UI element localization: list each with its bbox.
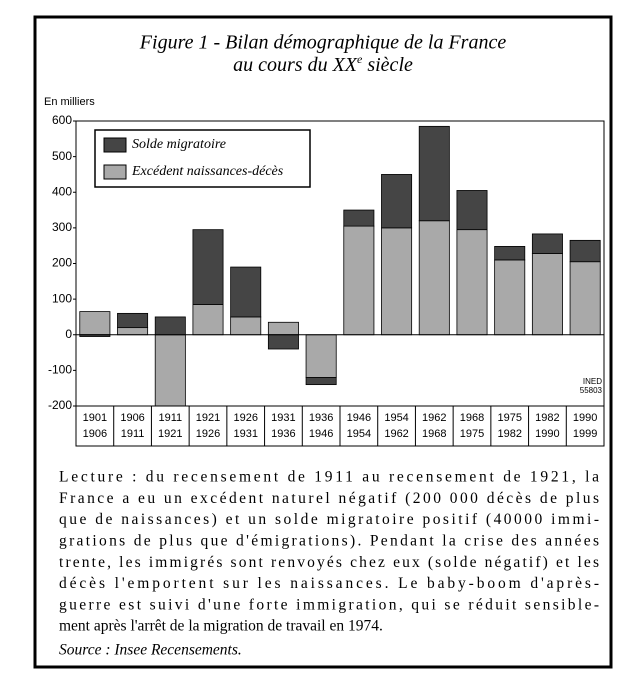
legend-label: Excédent naissances-décès <box>131 164 284 179</box>
caption-line: guerre est suivi d'une forte immigration… <box>59 596 599 613</box>
bar <box>343 209 375 227</box>
x-tick-label: 1954 <box>384 412 408 424</box>
bar <box>531 253 563 336</box>
x-tick-label: 1990 <box>535 428 559 440</box>
x-tick-label: 1906 <box>120 412 144 424</box>
caption-line: France a eu un excédent naturel négatif … <box>59 490 599 507</box>
y-tick-label: 500 <box>52 149 72 163</box>
chart-title: Figure 1 - Bilan démographique de la Fra… <box>139 32 507 54</box>
x-tick-label: 1982 <box>535 412 559 424</box>
bar <box>79 311 111 336</box>
title-sup: e <box>357 52 363 66</box>
x-tick-label: 1911 <box>121 428 145 440</box>
y-tick-label: 300 <box>52 220 72 234</box>
bar <box>230 266 262 318</box>
bar <box>531 233 563 254</box>
bar <box>381 174 413 229</box>
x-tick-label: 1911 <box>158 412 182 424</box>
y-axis-label: En milliers <box>44 96 95 108</box>
x-tick-label: 1921 <box>158 428 182 440</box>
x-tick-label: 1901 <box>83 412 107 424</box>
y-tick-label: -200 <box>48 398 72 412</box>
bar <box>456 190 488 231</box>
x-tick-label: 1946 <box>347 412 371 424</box>
x-tick-label: 1954 <box>347 428 371 440</box>
caption-line: que de naissances) et un solde migratoir… <box>59 511 599 528</box>
caption-line: décès l'emportent sur les naissances. Le… <box>59 575 599 592</box>
x-tick-label: 1936 <box>309 412 333 424</box>
legend-label: Solde migratoire <box>132 137 226 152</box>
caption-line: trente, les immigrés sont renvoyés chez … <box>59 554 599 571</box>
bar <box>192 229 224 305</box>
x-tick-label: 1968 <box>422 428 446 440</box>
x-tick-label: 1906 <box>83 428 107 440</box>
x-tick-label: 1926 <box>196 428 220 440</box>
caption-line: ment après l'arrêt de la migration de tr… <box>59 618 383 635</box>
x-tick-label: 1968 <box>460 412 484 424</box>
x-tick-label: 1936 <box>271 428 295 440</box>
bar <box>418 125 450 222</box>
bar <box>117 327 149 336</box>
x-tick-label: 1975 <box>460 428 484 440</box>
x-tick-label: 1946 <box>309 428 333 440</box>
caption-line: grations de plus que d'émigrations). Pen… <box>59 532 599 549</box>
x-tick-label: 1931 <box>233 428 257 440</box>
bar <box>494 259 526 336</box>
legend-swatch <box>103 164 127 180</box>
y-tick-label: -100 <box>48 363 72 377</box>
bar <box>381 227 413 336</box>
x-tick-label: 1926 <box>233 412 257 424</box>
bar <box>230 316 262 336</box>
bar <box>494 245 526 261</box>
legend-swatch <box>103 137 127 153</box>
bar <box>456 229 488 336</box>
source-code: INED <box>583 377 602 386</box>
bar <box>343 225 375 336</box>
title-part: au cours du XX <box>233 54 358 76</box>
x-tick-label: 1975 <box>497 412 521 424</box>
y-tick-label: 600 <box>52 113 72 127</box>
y-tick-label: 400 <box>52 184 72 198</box>
bar <box>192 304 224 336</box>
bar <box>154 334 186 407</box>
x-tick-label: 1962 <box>384 428 408 440</box>
chart-title: au cours du XXe siècle <box>233 52 413 76</box>
bar <box>569 261 601 336</box>
bar <box>267 334 299 350</box>
bar <box>305 377 337 386</box>
legend-box <box>94 129 311 188</box>
caption-line: Lecture : du recensement de 1911 au rece… <box>59 469 599 486</box>
source-code: 55803 <box>580 386 603 395</box>
x-tick-label: 1982 <box>497 428 521 440</box>
bar <box>569 239 601 263</box>
x-tick-label: 1990 <box>573 412 597 424</box>
bar <box>418 220 450 336</box>
y-tick-label: 100 <box>52 291 72 305</box>
y-tick-label: 0 <box>65 327 72 341</box>
x-tick-label: 1931 <box>271 412 295 424</box>
bar <box>117 312 149 329</box>
bar <box>154 316 186 336</box>
source: Source : Insee Recensements. <box>59 642 242 659</box>
x-tick-label: 1999 <box>573 428 597 440</box>
x-tick-label: 1921 <box>196 412 220 424</box>
bar <box>305 334 337 378</box>
x-tick-label: 1962 <box>422 412 446 424</box>
bar <box>267 321 299 336</box>
frame <box>33 15 613 669</box>
title-part: siècle <box>362 54 413 76</box>
y-tick-label: 200 <box>52 256 72 270</box>
